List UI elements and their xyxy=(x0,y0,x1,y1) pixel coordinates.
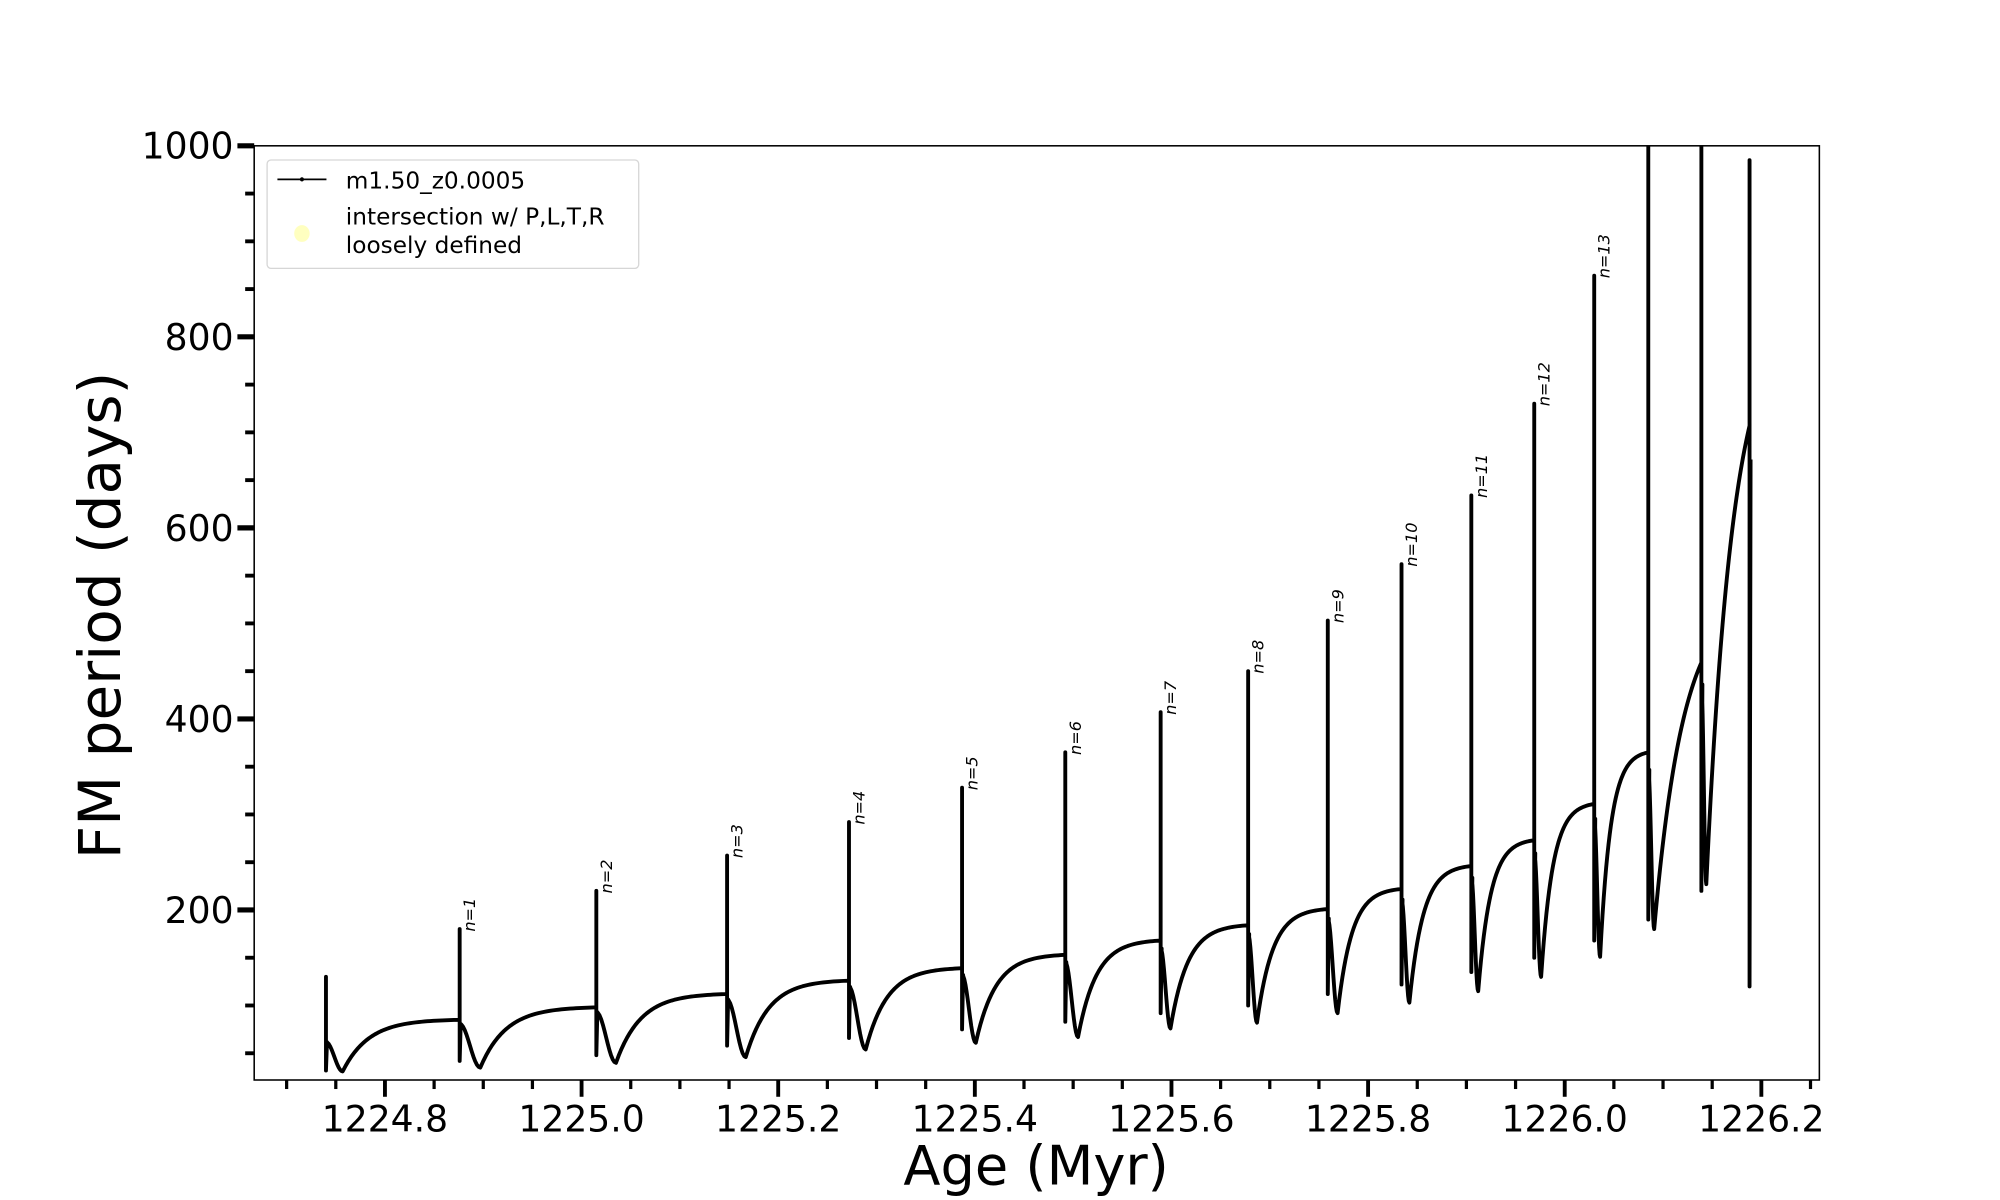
x-tick-label: 1225.4 xyxy=(912,1098,1038,1141)
series-line-m1.50_z0.0005 xyxy=(324,145,1753,1074)
pulse-label: n=6 xyxy=(1066,721,1085,755)
legend-label-series: m1.50_z0.0005 xyxy=(346,167,525,194)
x-tick-label: 1226.2 xyxy=(1698,1098,1824,1141)
y-tick-label: 200 xyxy=(165,889,234,932)
pulse-label: n=7 xyxy=(1161,680,1180,715)
legend-marker-icon xyxy=(299,177,304,182)
axis-ticks: 1224.8 1225.0 1225.2 1225.4 1225.6 1225.8 1226… xyxy=(142,125,1825,1141)
legend-label-intersection-line1: intersection w/ P,L,T,R xyxy=(346,204,605,231)
pulse-label: n=3 xyxy=(728,824,747,858)
x-tick-label: 1226.0 xyxy=(1502,1098,1628,1141)
legend: m1.50_z0.0005 intersection w/ P,L,T,R lo… xyxy=(266,159,640,270)
pulse-label: n=10 xyxy=(1402,523,1421,567)
pulse-label: n=2 xyxy=(597,859,616,893)
pulse-label: n=12 xyxy=(1535,362,1554,406)
x-axis-label: Age (Myr) xyxy=(903,1135,1168,1198)
y-tick-label: 1000 xyxy=(142,125,234,168)
plot-frame xyxy=(253,145,1821,1081)
pulse-label: n=8 xyxy=(1249,640,1268,674)
pulse-label: n=5 xyxy=(963,756,982,790)
y-tick-label: 600 xyxy=(165,507,234,550)
x-tick-label: 1225.6 xyxy=(1108,1098,1234,1141)
y-axis-label: FM period (days) xyxy=(66,372,134,860)
y-tick-label: 400 xyxy=(165,698,234,741)
x-tick-label: 1225.2 xyxy=(715,1098,841,1141)
legend-intersection-marker-icon xyxy=(294,225,310,242)
x-tick-label: 1225.8 xyxy=(1305,1098,1431,1141)
pulse-label: n=1 xyxy=(460,898,479,932)
x-tick-label: 1224.8 xyxy=(322,1098,448,1141)
pulse-label: n=4 xyxy=(849,791,868,825)
pulse-annotations: n=1 n=2 n=3 n=4 n=5 n=6 n=7 n=8 n=9 n=10 n=11 n=12 n… xyxy=(460,234,1614,932)
y-tick-label: 800 xyxy=(165,316,234,359)
legend-label-intersection-line2: loosely defined xyxy=(346,232,522,259)
pulse-label: n=13 xyxy=(1595,234,1614,278)
pulse-label: n=11 xyxy=(1472,454,1491,498)
pulse-label: n=9 xyxy=(1328,589,1347,623)
legend-box xyxy=(266,159,640,270)
x-tick-label: 1225.0 xyxy=(518,1098,644,1141)
